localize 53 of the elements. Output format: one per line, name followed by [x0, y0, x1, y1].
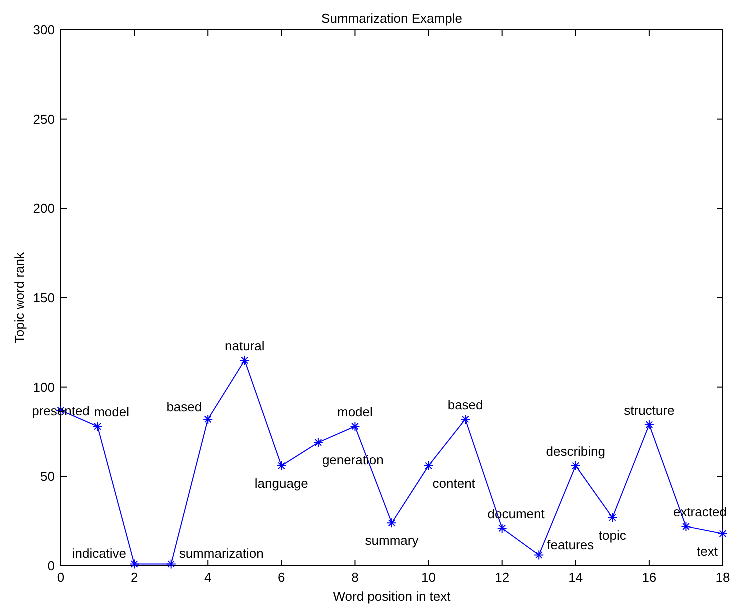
- point: [387, 518, 397, 528]
- annotation: natural: [225, 338, 265, 354]
- point: [350, 422, 360, 432]
- y-tick-label: 200: [33, 201, 55, 216]
- point: [166, 559, 176, 570]
- annotation: describing: [546, 444, 606, 459]
- annotation: model: [94, 404, 130, 420]
- point: [460, 414, 471, 424]
- x-tick-label: 16: [642, 570, 657, 585]
- annotation: based: [166, 399, 202, 414]
- y-tick-label: 150: [33, 290, 55, 306]
- point: [313, 438, 324, 448]
- x-tick-label: 14: [568, 570, 584, 585]
- point: [497, 523, 508, 534]
- annotation: text: [697, 544, 718, 559]
- point: [276, 460, 287, 471]
- annotation: features: [547, 537, 595, 552]
- y-tick-label: 250: [33, 112, 55, 127]
- x-tick-label: 6: [278, 570, 286, 585]
- annotation: language: [254, 476, 308, 491]
- point: [644, 420, 654, 430]
- point: [130, 559, 140, 570]
- x-tick-label: 4: [204, 570, 212, 585]
- x-tick-label: 18: [716, 570, 730, 585]
- annotation: based: [448, 397, 484, 412]
- y-tick-label: 100: [33, 380, 55, 395]
- point: [608, 512, 618, 523]
- y-tick-label: 300: [33, 22, 55, 38]
- y-tick-label: 0: [48, 558, 55, 574]
- x-tick-label: 8: [352, 570, 359, 585]
- annotation: model: [338, 404, 374, 420]
- annotation: structure: [624, 402, 675, 418]
- point: [681, 522, 692, 532]
- point: [203, 414, 214, 424]
- annotation: content: [432, 476, 476, 491]
- x-tick-label: 0: [57, 570, 65, 585]
- annotation: indicative: [72, 546, 127, 562]
- annotation: topic: [598, 528, 627, 543]
- x-tick-label: 2: [130, 570, 138, 585]
- y-tick-label: 50: [40, 469, 55, 484]
- chart-title: Summarization Example: [322, 11, 462, 26]
- x-axis-title: Word position in text: [333, 589, 452, 604]
- point: [718, 528, 728, 539]
- point: [92, 422, 103, 432]
- x-tick-label: 12: [495, 570, 510, 585]
- annotation: summary: [365, 533, 420, 548]
- point: [534, 550, 544, 560]
- x-tick-label: 10: [422, 570, 436, 585]
- point: [424, 460, 434, 471]
- annotation: summarization: [179, 546, 264, 562]
- y-axis-title: Topic word rank: [12, 252, 27, 344]
- point: [240, 356, 250, 366]
- point: [570, 460, 581, 471]
